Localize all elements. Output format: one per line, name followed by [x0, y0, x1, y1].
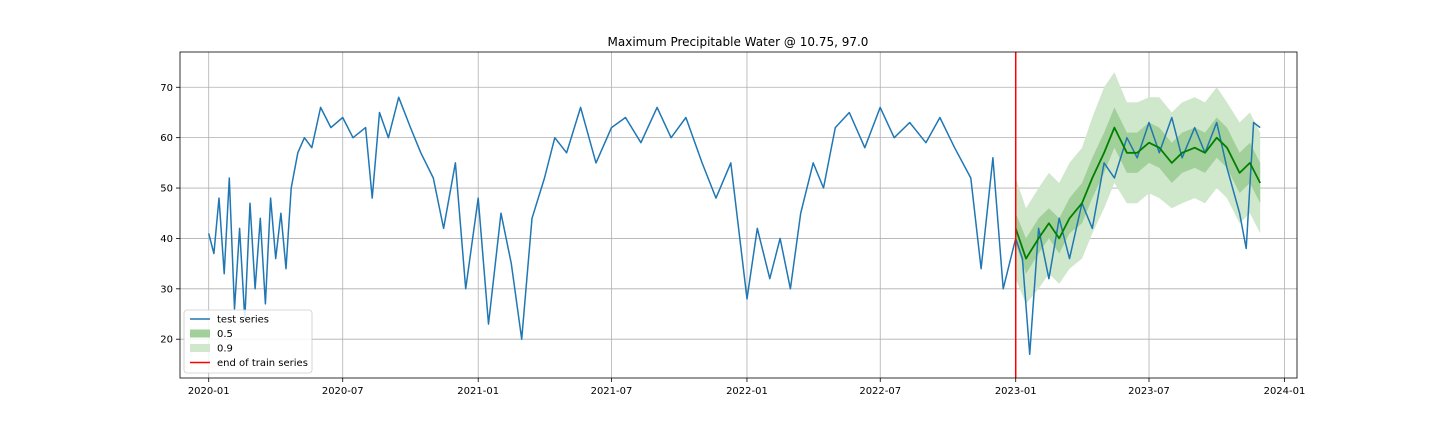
y-tick-label: 40: [160, 234, 173, 245]
legend-swatch-patch: [190, 344, 210, 352]
x-tick-label: 2023-01: [995, 386, 1037, 397]
y-tick-label: 50: [160, 184, 173, 195]
x-tick-label: 2023-07: [1128, 386, 1170, 397]
x-tick-label: 2024-01: [1264, 386, 1306, 397]
test-series-line: [207, 96, 1261, 356]
x-tick-label: 2021-01: [457, 386, 499, 397]
x-tick-label: 2020-01: [188, 386, 230, 397]
legend-label: 0.9: [217, 344, 233, 355]
forecast-median-line: [1014, 126, 1262, 260]
legend-swatch-patch: [190, 329, 210, 338]
x-tick-label: 2022-07: [859, 386, 901, 397]
axes-frame: [179, 51, 1298, 379]
legend-label: end of train series: [217, 358, 308, 369]
y-tick-label: 60: [160, 133, 173, 144]
x-tick-label: 2021-07: [591, 386, 633, 397]
legend-label: test series: [217, 315, 269, 326]
x-tick-label: 2020-07: [322, 386, 364, 397]
chart-title: Maximum Precipitable Water @ 10.75, 97.0: [608, 35, 869, 49]
axes-background: [180, 52, 1297, 378]
y-tick-label: 70: [160, 83, 173, 94]
legend-frame: [183, 309, 313, 374]
y-tick-label: 20: [160, 335, 173, 346]
legend-label: 0.5: [217, 329, 233, 340]
plot-area: 2020-01 2020-07 2021-01 2021-07 2022-01 2022-…: [160, 51, 1306, 397]
x-tick-label: 2022-01: [726, 386, 768, 397]
y-tick-label: 30: [160, 284, 173, 295]
legend: test series 0.5 0.9 end of train series: [183, 309, 313, 374]
